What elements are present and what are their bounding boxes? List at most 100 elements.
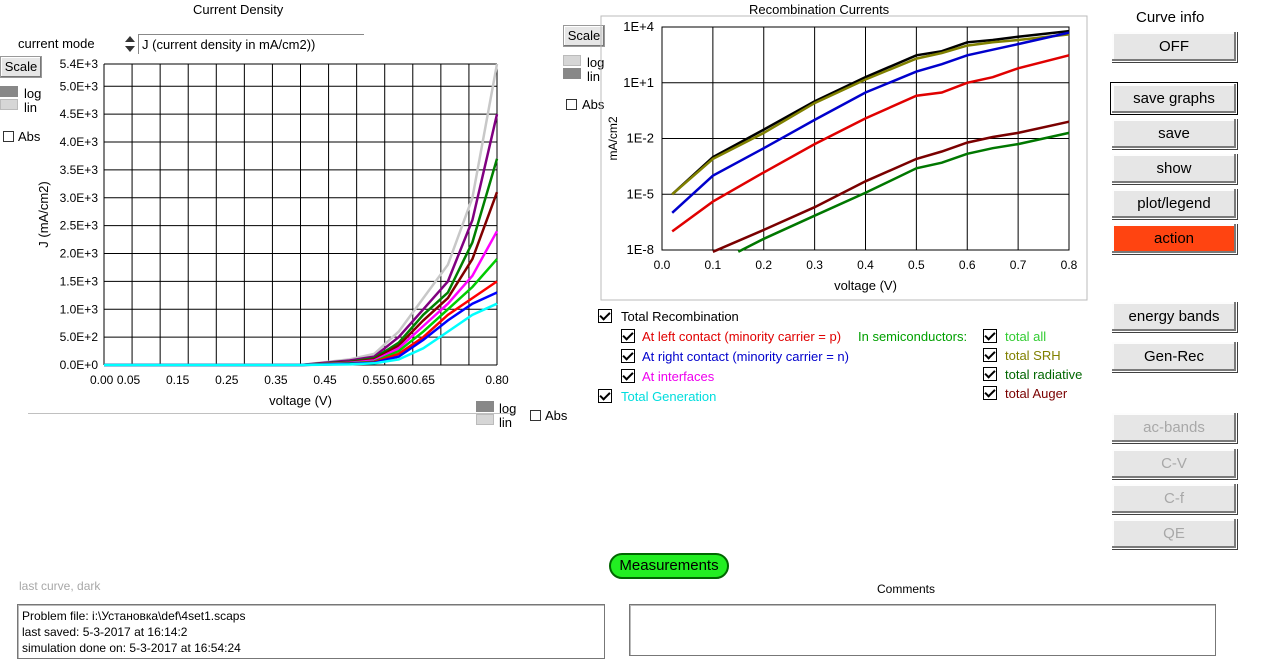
x-tick-label: 0.1 [705, 258, 722, 272]
y-tick-label: 0.0E+0 [60, 358, 99, 372]
curve-info-off-button[interactable]: OFF [1111, 31, 1237, 62]
show-button[interactable]: show [1111, 153, 1237, 184]
last-curve-label: last curve, dark [19, 579, 101, 593]
curve-info-label: Curve info [1136, 9, 1205, 26]
qe-button[interactable]: QE [1111, 518, 1237, 549]
recombination-currents-chart: 0.0 0.1 0.2 0.3 0.4 0.5 0.6 0.7 0.8 1E-8 1E-5 1E-2 1… [600, 15, 1088, 301]
current-density-chart: 0.0E+0 5.0E+2 1.0E+3 1.5E+3 2.0E+3 2.5E+3 3.0E… [36, 57, 509, 408]
x-tick-label: 0.0 [654, 258, 671, 272]
x-axis-label: voltage (V) [834, 278, 897, 293]
simulation-done-text: simulation done on: 5-3-2017 at 16:54:24 [22, 641, 241, 655]
left-log-lin-toggle[interactable]: log lin [0, 86, 42, 116]
y-tick-label: 3.0E+3 [60, 191, 99, 205]
bottom-abs-checkbox[interactable] [530, 410, 541, 421]
x-tick-label: 0.35 [264, 373, 288, 387]
series-line [737, 131, 1070, 253]
y-tick-label: 1.5E+3 [60, 274, 99, 288]
plot-legend-button[interactable]: plot/legend [1111, 188, 1237, 219]
y-tick-label: 1E-2 [627, 131, 654, 146]
interfaces-label: At interfaces [642, 369, 715, 384]
left-chart-title: Current Density [193, 2, 284, 17]
x-tick-label: 0.45 [313, 373, 337, 387]
x-tick-label: 0.55 [363, 373, 387, 387]
x-tick-label: 0.25 [215, 373, 239, 387]
y-tick-label: 1E+4 [623, 19, 654, 34]
x-tick-label: 0.05 [117, 373, 141, 387]
y-tick-label: 4.0E+3 [60, 135, 99, 149]
total-all-label: total all [1005, 329, 1047, 344]
x-tick-label: 0.3 [806, 258, 823, 272]
left-scale-button[interactable]: Scale [0, 56, 42, 78]
bottom-log-lin-toggle[interactable]: log lin [476, 401, 526, 431]
x-tick-label: 0.4 [857, 258, 874, 272]
total-generation-checkbox[interactable] [598, 389, 612, 403]
current-mode-label: current mode [18, 36, 95, 51]
y-tick-label: 1E-5 [627, 186, 654, 201]
right-abs-label: Abs [582, 97, 605, 112]
total-auger-label: total Auger [1005, 386, 1068, 401]
save-button[interactable]: save [1111, 118, 1237, 149]
series-line [104, 302, 498, 367]
lin-label: lin [499, 415, 513, 430]
y-tick-label: 5.0E+2 [60, 330, 99, 344]
comments-textarea[interactable] [629, 604, 1216, 656]
x-tick-label: 0.7 [1010, 258, 1027, 272]
x-tick-label: 0.65 [412, 373, 436, 387]
series-line [671, 29, 1070, 196]
x-tick-label: 0.6 [959, 258, 976, 272]
series-line [671, 33, 1070, 196]
right-abs-checkbox[interactable] [566, 99, 577, 110]
lin-swatch [476, 414, 494, 425]
lin-swatch [563, 68, 581, 79]
y-tick-label: 5.0E+3 [60, 79, 99, 93]
y-tick-label: 1E+1 [623, 75, 654, 90]
total-recombination-label: Total Recombination [621, 309, 739, 324]
problem-info-box: Problem file: i:\Установка\def\4set1.sca… [17, 604, 605, 659]
log-swatch [563, 55, 581, 66]
lin-label: lin [24, 100, 38, 115]
series-line [671, 31, 1070, 214]
current-mode-spinner[interactable] [124, 34, 136, 54]
total-recombination-checkbox[interactable] [598, 309, 612, 323]
x-tick-label: 0.2 [755, 258, 772, 272]
gen-rec-button[interactable]: Gen-Rec [1111, 341, 1237, 372]
save-graphs-button[interactable]: save graphs [1110, 82, 1238, 115]
total-radiative-label: total radiative [1005, 367, 1083, 382]
y-tick-label: 2.0E+3 [60, 247, 99, 261]
left-contact-label: At left contact (minority carrier = p) [642, 329, 842, 344]
bottom-abs-label: Abs [545, 408, 568, 423]
right-contact-label: At right contact (minority carrier = n) [642, 349, 849, 364]
y-axis-label: mA/cm2 [606, 116, 620, 160]
lin-label: lin [587, 69, 601, 84]
measurements-button[interactable]: Measurements [609, 553, 729, 579]
ac-bands-button[interactable]: ac-bands [1111, 412, 1237, 443]
action-button[interactable]: action [1111, 223, 1237, 254]
y-tick-label: 2.5E+3 [60, 219, 99, 233]
left-contact-checkbox[interactable] [621, 329, 635, 343]
log-label: log [499, 401, 517, 416]
x-tick-label: 0.60 [387, 373, 411, 387]
left-abs-checkbox[interactable] [3, 131, 14, 142]
y-tick-label: 4.5E+3 [60, 107, 99, 121]
total-auger-checkbox[interactable] [983, 386, 997, 400]
right-scale-button[interactable]: Scale [563, 25, 605, 47]
x-tick-label: 0.5 [908, 258, 925, 272]
cv-button[interactable]: C-V [1111, 448, 1237, 479]
total-all-checkbox[interactable] [983, 329, 997, 343]
total-srh-label: total SRH [1005, 348, 1061, 363]
total-radiative-checkbox[interactable] [983, 367, 997, 381]
right-chart-title: Recombination Currents [749, 2, 890, 17]
right-contact-checkbox[interactable] [621, 349, 635, 363]
series-line [671, 54, 1070, 233]
x-tick-label: 0.00 [90, 373, 114, 387]
total-srh-checkbox[interactable] [983, 348, 997, 362]
energy-bands-button[interactable]: energy bands [1111, 301, 1237, 332]
y-tick-label: 5.4E+3 [60, 57, 99, 71]
x-tick-label: 0.15 [166, 373, 190, 387]
interfaces-checkbox[interactable] [621, 369, 635, 383]
cf-button[interactable]: C-f [1111, 483, 1237, 514]
comments-label: Comments [877, 582, 936, 596]
y-tick-label: 1E-8 [627, 242, 654, 257]
current-mode-select[interactable]: J (current density in mA/cm2)) [138, 34, 364, 54]
right-log-lin-toggle[interactable]: log lin [563, 55, 605, 85]
